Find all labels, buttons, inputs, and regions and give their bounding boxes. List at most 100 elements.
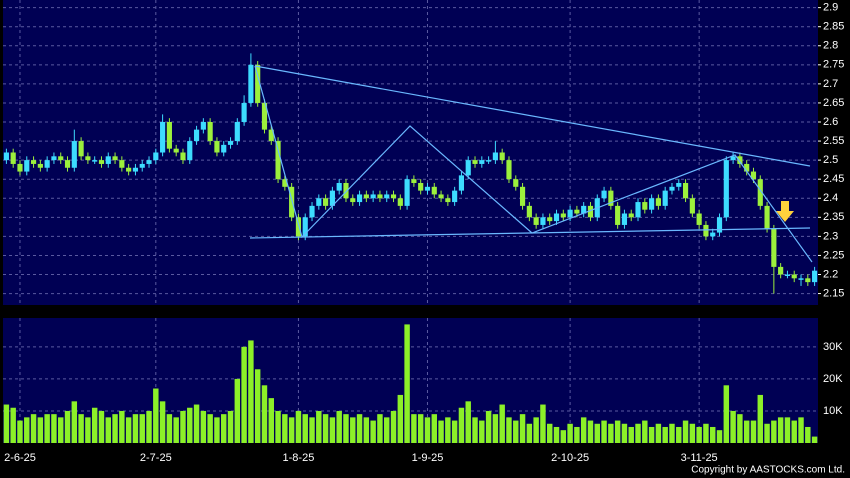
candle-body (58, 156, 64, 161)
volume-bar (125, 417, 132, 443)
volume-bar (485, 410, 492, 443)
candle-body (479, 160, 485, 164)
candle-body (173, 148, 179, 153)
candle-body (350, 198, 356, 203)
volume-bar (689, 423, 696, 443)
y-tick-label: 2.6 (823, 116, 838, 128)
candle-body (737, 156, 743, 164)
grid: 2.15 2.2 2.25 2.3 2.35 2.4 2.45 2.5 2.55 2.6 2.65 2… (3, 0, 844, 464)
candle-body (282, 179, 288, 187)
volume-bar (696, 426, 702, 443)
volume-bar (669, 423, 675, 443)
candle-body (771, 228, 777, 267)
y-tick-label: 2.45 (823, 173, 844, 185)
y-tick-label: 2.65 (823, 97, 844, 109)
volume-bar (567, 423, 573, 443)
candle-body (221, 144, 227, 153)
volume-bar (363, 417, 370, 443)
volume-bar (180, 410, 186, 443)
x-tick-label: 1-9-25 (412, 452, 444, 464)
candle-body (553, 213, 560, 222)
candle-body (710, 232, 716, 237)
volume-bar (51, 414, 57, 443)
volume-bar (404, 324, 410, 443)
volume-bar (275, 410, 281, 443)
volume-bar (295, 410, 302, 443)
volume-bar (737, 414, 743, 443)
candle-body (37, 163, 43, 168)
volume-bar (10, 407, 16, 443)
volume-bar (628, 426, 634, 443)
candle-body (78, 141, 84, 157)
candle-body (234, 122, 240, 142)
volume-bar (316, 410, 322, 443)
candle-body (316, 198, 322, 206)
volume-bar (85, 417, 91, 443)
candle-body (506, 160, 512, 180)
candle-body (757, 179, 763, 206)
volume-bar (377, 414, 383, 443)
volume-bar (533, 417, 539, 443)
volume-bar (254, 369, 261, 443)
volume-bar (723, 385, 730, 443)
candle-body (486, 160, 492, 162)
volume-bar (648, 426, 655, 443)
volume-bar (112, 414, 118, 443)
volume-bar (608, 423, 614, 443)
candle-body (404, 179, 410, 206)
candle-body (139, 163, 145, 168)
signal-arrow (776, 201, 794, 222)
volume-bar (37, 417, 44, 443)
volume-bar (193, 404, 200, 443)
candle-body (438, 194, 444, 199)
volume-bar (139, 414, 145, 443)
candle-body (567, 209, 573, 218)
y-tick-label: 10K (823, 405, 843, 417)
volume-bar (451, 420, 458, 443)
candle-body (397, 198, 403, 206)
candle-body (798, 278, 804, 280)
candle-body (499, 152, 505, 161)
volume-bar (78, 414, 84, 443)
volume-bar (757, 394, 763, 443)
volume-bar (187, 407, 193, 443)
y-tick-label: 2.8 (823, 40, 838, 52)
candle-body (289, 186, 295, 218)
volume-bar (676, 426, 682, 443)
y-tick-label: 2.2 (823, 268, 838, 280)
y-tick-label: 2.4 (823, 192, 838, 204)
volume-bar (710, 426, 716, 443)
volume-bar (159, 401, 166, 443)
copyright: Copyright by AASTOCKS.com Ltd. (691, 465, 845, 476)
volume-bar (811, 436, 818, 443)
candle-body (581, 205, 587, 214)
candle-body (472, 160, 478, 164)
candle-body (85, 156, 91, 161)
y-tick-label: 2.15 (823, 287, 844, 299)
candle-body (153, 152, 159, 161)
volume-bar (784, 417, 791, 443)
volume-bar (730, 410, 736, 443)
candle-body (723, 160, 729, 218)
candle-body (608, 190, 614, 206)
candle-body (343, 183, 349, 199)
candle-body (764, 205, 770, 229)
volume-bar (540, 404, 546, 443)
volume-bar (336, 410, 342, 443)
volume-bar (356, 414, 363, 443)
candle-body (64, 160, 71, 168)
candle-body (3, 152, 9, 161)
candle-body (268, 129, 274, 142)
candle-body (628, 213, 634, 218)
volume-bar (750, 420, 757, 443)
candle-body (750, 171, 757, 180)
volume-bar (574, 426, 580, 443)
candle-body (126, 167, 132, 172)
y-tick-label: 2.3 (823, 230, 838, 242)
candle-body (17, 163, 23, 172)
volume-bar (350, 417, 356, 443)
volume-bar (417, 414, 424, 443)
volume-bar (207, 414, 213, 443)
candle-body (323, 198, 329, 206)
